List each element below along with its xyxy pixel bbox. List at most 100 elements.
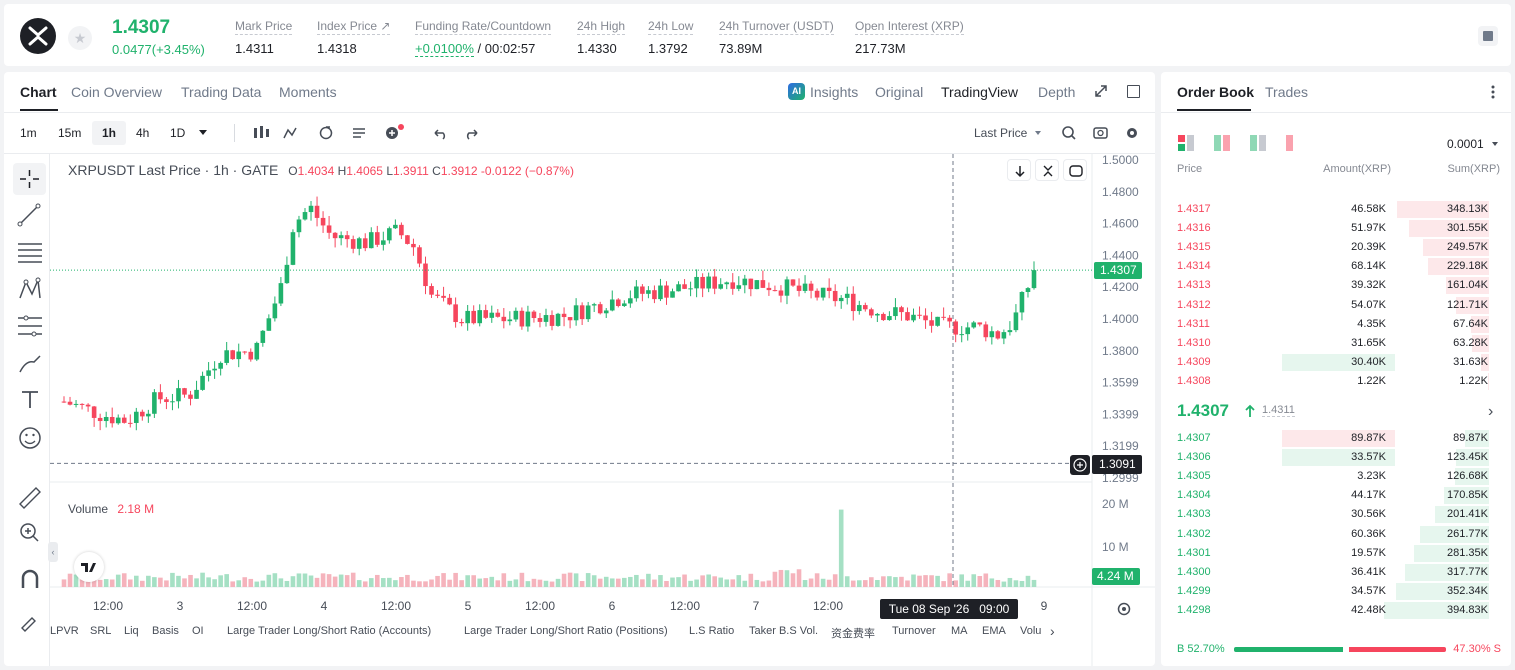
view-bids-icon[interactable] xyxy=(1250,135,1266,151)
indicator-basis[interactable]: Basis xyxy=(152,625,179,637)
settings-gear-icon[interactable] xyxy=(1127,128,1137,138)
ask-row[interactable]: 1.4316 51.97K 301.55K xyxy=(1161,219,1499,238)
candle-body xyxy=(266,318,272,331)
indicator-turnover[interactable]: Turnover xyxy=(892,625,936,637)
trend-line-tool-icon[interactable] xyxy=(17,203,41,227)
tab-moments[interactable]: Moments xyxy=(279,84,337,100)
undo-icon[interactable] xyxy=(434,129,446,140)
price-source-dropdown-icon[interactable] xyxy=(1035,131,1041,135)
interval-15m[interactable]: 15m xyxy=(58,126,82,140)
current-price-tag: 1.4307 xyxy=(1094,262,1142,279)
stat-index-price[interactable]: Index Price ↗ 1.4318 xyxy=(317,19,391,56)
text-tool-icon[interactable] xyxy=(22,391,38,408)
prediction-tool-icon[interactable] xyxy=(18,315,42,337)
indicator-ema[interactable]: EMA xyxy=(982,625,1006,637)
bid-row[interactable]: 1.4303 30.56K 201.41K xyxy=(1161,505,1499,524)
templates-icon[interactable] xyxy=(353,128,365,138)
ask-row[interactable]: 1.4317 46.58K 348.13K xyxy=(1161,200,1499,219)
ask-row[interactable]: 1.4311 4.35K 67.64K xyxy=(1161,315,1499,334)
crosshair-tool[interactable] xyxy=(13,163,46,195)
redo-icon[interactable] xyxy=(466,129,478,140)
tab-trading-data[interactable]: Trading Data xyxy=(181,84,262,100)
ask-row[interactable]: 1.4313 39.32K 161.04K xyxy=(1161,276,1499,295)
notes-icon[interactable] xyxy=(1478,26,1498,46)
indicator-large-trader-positions[interactable]: Large Trader Long/Short Ratio (Positions… xyxy=(464,625,668,637)
bid-row[interactable]: 1.4306 33.57K 123.45K xyxy=(1161,448,1499,467)
zoom-in-tool-icon[interactable] xyxy=(20,523,39,542)
interval-1h-selected[interactable]: 1h xyxy=(92,121,126,145)
camera-icon[interactable] xyxy=(1093,127,1108,139)
interval-1d[interactable]: 1D xyxy=(170,126,186,140)
bid-row[interactable]: 1.4302 60.36K 261.77K xyxy=(1161,525,1499,544)
interval-dropdown-icon[interactable] xyxy=(199,130,207,135)
candle-body xyxy=(995,331,1001,339)
tradingview-logo-icon[interactable] xyxy=(74,552,104,582)
favorite-star-icon[interactable]: ★ xyxy=(68,26,92,50)
ask-row[interactable]: 1.4310 31.65K 63.28K xyxy=(1161,334,1499,353)
price-source-select[interactable]: Last Price xyxy=(974,126,1028,140)
tab-chart[interactable]: Chart xyxy=(20,84,57,100)
magnet-tool-icon[interactable] xyxy=(21,569,39,588)
collapse-toolbar-icon[interactable]: ‹ xyxy=(48,542,58,562)
view-depth[interactable]: Depth xyxy=(1038,84,1076,100)
indicator-oi[interactable]: OI xyxy=(192,625,204,637)
crosshair-add-icon[interactable] xyxy=(1070,455,1090,475)
emoji-tool-icon[interactable] xyxy=(19,427,41,449)
view-asks-icon[interactable] xyxy=(1286,135,1293,151)
bid-row[interactable]: 1.4300 36.41K 317.77K xyxy=(1161,563,1499,582)
lock-drawings-icon[interactable] xyxy=(18,612,38,632)
more-options-icon[interactable] xyxy=(1489,84,1497,100)
indicator-volume[interactable]: Volu xyxy=(1020,625,1042,637)
fib-retracement-tool-icon[interactable] xyxy=(18,243,42,263)
time-axis-settings-icon[interactable] xyxy=(1116,601,1132,617)
bid-row[interactable]: 1.4298 42.48K 394.83K xyxy=(1161,601,1499,620)
bid-row[interactable]: 1.4304 44.17K 170.85K xyxy=(1161,486,1499,505)
interval-4h[interactable]: 4h xyxy=(136,126,150,140)
collapse-legend-icon[interactable] xyxy=(1035,159,1059,181)
price-chart[interactable]: 1.5000 1.4800 1.4600 1.4400 1.4200 1.4000 1.38… xyxy=(50,154,1155,666)
tab-order-book[interactable]: Order Book xyxy=(1177,84,1255,100)
view-tradingview[interactable]: TradingView xyxy=(941,84,1019,100)
candle-type-icon[interactable] xyxy=(254,126,269,138)
bid-row[interactable]: 1.4305 3.23K 126.68K xyxy=(1161,467,1499,486)
interval-1m[interactable]: 1m xyxy=(20,126,37,140)
indicator-liq[interactable]: Liq xyxy=(124,625,139,637)
expand-icon[interactable] xyxy=(1094,84,1108,98)
add-indicator-icon[interactable] xyxy=(386,124,404,139)
bid-row[interactable]: 1.4301 19.57K 281.35K xyxy=(1161,544,1499,563)
indicator-ma[interactable]: MA xyxy=(951,625,968,637)
ask-row[interactable]: 1.4309 30.40K 31.63K xyxy=(1161,353,1499,372)
ask-row[interactable]: 1.4314 68.14K 229.18K xyxy=(1161,257,1499,276)
ask-row[interactable]: 1.4312 54.07K 121.71K xyxy=(1161,296,1499,315)
tab-coin-overview[interactable]: Coin Overview xyxy=(71,84,163,100)
view-both-icon[interactable] xyxy=(1178,135,1194,151)
indicator-lpvr[interactable]: LPVR xyxy=(50,625,79,637)
ask-row[interactable]: 1.4315 20.39K 249.57K xyxy=(1161,238,1499,257)
indicators-icon[interactable] xyxy=(283,127,297,139)
indicator-scroll-right-icon[interactable]: › xyxy=(1050,623,1055,639)
fullscreen-icon[interactable] xyxy=(1127,85,1140,98)
search-icon[interactable] xyxy=(1062,126,1076,140)
view-original[interactable]: Original xyxy=(875,84,924,100)
view-insights[interactable]: Insights xyxy=(810,84,859,100)
replay-icon[interactable] xyxy=(319,126,333,140)
bid-row[interactable]: 1.4299 34.57K 352.34K xyxy=(1161,582,1499,601)
indicator-large-trader-accounts[interactable]: Large Trader Long/Short Ratio (Accounts) xyxy=(227,625,432,637)
precision-dropdown-icon[interactable] xyxy=(1492,142,1498,146)
reset-chart-icon[interactable] xyxy=(1063,159,1087,181)
precision-select[interactable]: 0.0001 xyxy=(1447,137,1484,151)
ruler-tool-icon[interactable] xyxy=(19,487,41,509)
indicator-srl[interactable]: SRL xyxy=(90,625,112,637)
bid-row[interactable]: 1.4307 89.87K 89.87K xyxy=(1161,429,1499,448)
ask-row[interactable]: 1.4308 1.22K 1.22K xyxy=(1161,372,1499,391)
divider xyxy=(1161,112,1511,113)
tab-trades[interactable]: Trades xyxy=(1265,84,1309,100)
scroll-down-icon[interactable] xyxy=(1007,159,1031,181)
indicator-funding-rate[interactable]: 资金费率 xyxy=(831,628,875,640)
pattern-tool-icon[interactable] xyxy=(19,277,41,299)
brush-tool-icon[interactable] xyxy=(19,355,41,373)
view-asks-bids-icon[interactable] xyxy=(1214,135,1230,151)
more-trades-chevron-icon[interactable]: › xyxy=(1488,403,1494,420)
indicator-ls-ratio[interactable]: L.S Ratio xyxy=(689,625,735,637)
indicator-taker-vol[interactable]: Taker B.S Vol. xyxy=(749,625,819,637)
